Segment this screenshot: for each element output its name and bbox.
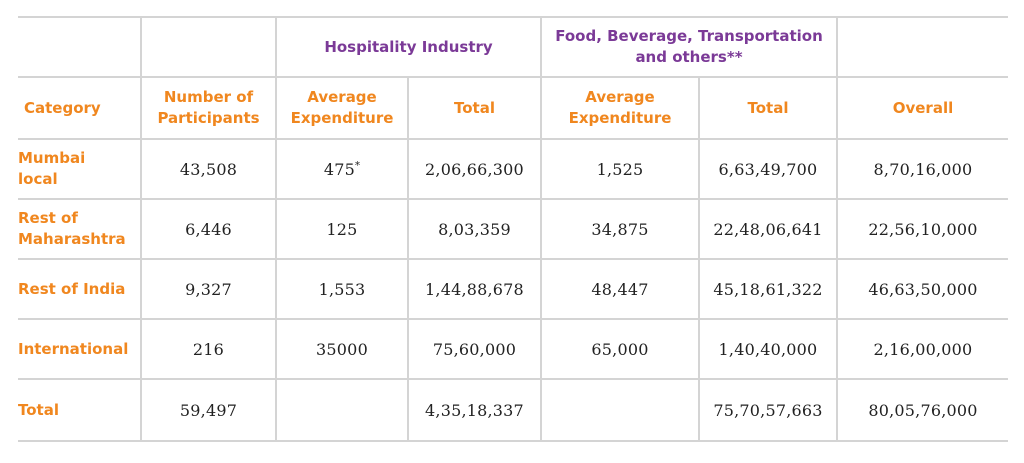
food-avg-cell: 65,000 [540, 320, 698, 380]
row-category-line2: local [18, 170, 58, 188]
row-category-cell: International [18, 320, 140, 380]
food-total-cell: 45,18,61,322 [698, 260, 836, 320]
food-group-header: Food, Beverage, Transportation and other… [540, 16, 836, 78]
participants-cell: 43,508 [140, 140, 275, 200]
table-row: Rest of Maharashtra 6,446 125 8,03,359 3… [18, 200, 1008, 260]
hospitality-avg-cell: 1,553 [275, 260, 407, 320]
overall-cell: 46,63,50,000 [836, 260, 1008, 320]
row-category-cell: Mumbai local [18, 140, 140, 200]
participants-cell: 216 [140, 320, 275, 380]
food-avg-cell: 48,447 [540, 260, 698, 320]
food-avg-header-line2: Expenditure [568, 109, 672, 127]
hospitality-avg-cell: 475* [275, 140, 407, 200]
food-total-cell: 1,40,40,000 [698, 320, 836, 380]
row-category-cell: Total [18, 380, 140, 442]
hospitality-avg-cell: 35000 [275, 320, 407, 380]
group-header-row: Hospitality Industry Food, Beverage, Tra… [18, 16, 1008, 78]
column-header-row: Category Number of Participants Average … [18, 78, 1008, 140]
footnote-marker: * [354, 160, 361, 172]
empty-header-cell [836, 16, 1008, 78]
hospitality-total-header-label: Total [454, 98, 495, 117]
row-category-cell: Rest of India [18, 260, 140, 320]
participants-cell: 6,446 [140, 200, 275, 260]
participants-cell: 9,327 [140, 260, 275, 320]
food-total-cell: 22,48,06,641 [698, 200, 836, 260]
participants-cell: 59,497 [140, 380, 275, 442]
food-avg-header-line1: Average [585, 88, 655, 106]
overall-cell: 80,05,76,000 [836, 380, 1008, 442]
overall-column-header: Overall [836, 78, 1008, 140]
expenditure-table: Hospitality Industry Food, Beverage, Tra… [18, 16, 1008, 442]
overall-cell: 2,16,00,000 [836, 320, 1008, 380]
empty-header-cell [18, 16, 140, 78]
overall-cell: 22,56,10,000 [836, 200, 1008, 260]
hospitality-group-label: Hospitality Industry [324, 37, 493, 56]
food-avg-cell: 34,875 [540, 200, 698, 260]
food-avg-cell [540, 380, 698, 442]
hospitality-total-cell: 75,60,000 [407, 320, 540, 380]
hospitality-total-cell: 8,03,359 [407, 200, 540, 260]
table-row-total: Total 59,497 4,35,18,337 75,70,57,663 80… [18, 380, 1008, 442]
participants-header-line2: Participants [157, 109, 260, 127]
row-category-line1: Rest of [18, 209, 78, 227]
hospitality-avg-column-header: Average Expenditure [275, 78, 407, 140]
food-group-label-line2: and others** [635, 48, 743, 66]
hospitality-total-cell: 2,06,66,300 [407, 140, 540, 200]
hospitality-total-cell: 4,35,18,337 [407, 380, 540, 442]
hospitality-total-cell: 1,44,88,678 [407, 260, 540, 320]
hospitality-group-header: Hospitality Industry [275, 16, 540, 78]
food-total-column-header: Total [698, 78, 836, 140]
table-row: Rest of India 9,327 1,553 1,44,88,678 48… [18, 260, 1008, 320]
food-total-cell: 75,70,57,663 [698, 380, 836, 442]
empty-header-cell [140, 16, 275, 78]
table-row: Mumbai local 43,508 475* 2,06,66,300 1,5… [18, 140, 1008, 200]
row-category-line1: Mumbai [18, 149, 86, 167]
overall-header-label: Overall [892, 98, 954, 117]
table-row: International 216 35000 75,60,000 65,000… [18, 320, 1008, 380]
food-group-label-line1: Food, Beverage, Transportation [555, 27, 823, 45]
row-category-line2: Maharashtra [18, 230, 126, 248]
hospitality-avg-cell [275, 380, 407, 442]
hospitality-avg-header-line1: Average [307, 88, 377, 106]
category-column-header: Category [18, 78, 140, 140]
food-avg-cell: 1,525 [540, 140, 698, 200]
participants-header-line1: Number of [163, 88, 254, 106]
participants-column-header: Number of Participants [140, 78, 275, 140]
hospitality-avg-cell: 125 [275, 200, 407, 260]
row-category-cell: Rest of Maharashtra [18, 200, 140, 260]
food-total-cell: 6,63,49,700 [698, 140, 836, 200]
food-avg-column-header: Average Expenditure [540, 78, 698, 140]
food-total-header-label: Total [747, 98, 789, 117]
hospitality-avg-value: 475 [323, 159, 355, 179]
overall-cell: 8,70,16,000 [836, 140, 1008, 200]
hospitality-total-column-header: Total [407, 78, 540, 140]
hospitality-avg-header-line2: Expenditure [290, 109, 394, 127]
category-header-label: Category [24, 98, 101, 117]
